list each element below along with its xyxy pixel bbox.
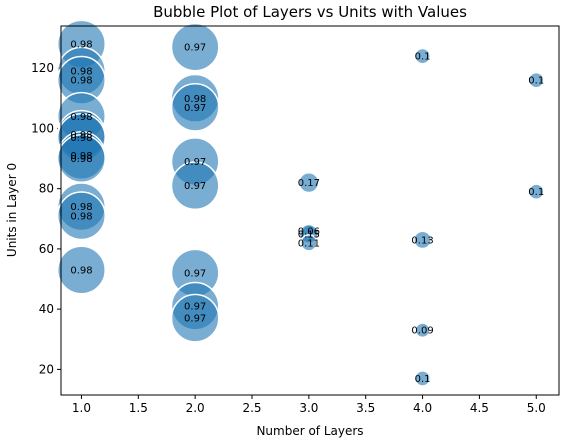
bubble [300, 234, 318, 252]
bubble-value-label: 0.98 [70, 67, 92, 78]
x-tick-label: 1.5 [129, 401, 148, 415]
bubble [170, 293, 220, 343]
bubble [413, 230, 432, 250]
plot-area-frame [60, 25, 560, 396]
bubble-value-label: 0.1 [528, 187, 544, 198]
x-axis-label: Number of Layers [256, 424, 363, 438]
bubble [527, 71, 545, 89]
bubbles [56, 19, 545, 387]
y-tick-label: 40 [39, 302, 54, 316]
bubble-value-label: 0.98 [70, 112, 92, 123]
x-tick-label: 4.0 [413, 401, 432, 415]
axis-ticks: 1.0 1.5 2.0 2.5 3.0 3.5 4.0 4.5 5.0 20 40 60 80 100 12… [31, 61, 546, 415]
bubble-value-label: 0.13 [411, 235, 433, 246]
y-tick-label: 120 [31, 61, 54, 75]
bubble [414, 322, 431, 339]
x-tick-label: 2.0 [186, 401, 205, 415]
bubble-value-label: 0.97 [184, 269, 206, 280]
y-tick-label: 100 [31, 121, 54, 135]
bubble-value-label: 0.98 [70, 76, 92, 87]
bubble-value-label: 0.98 [70, 265, 92, 276]
bubble-value-label: 0.98 [70, 202, 92, 213]
bubble-value-label: 0.97 [184, 314, 206, 325]
bubble-value-label: 0.1 [415, 374, 431, 385]
bubble [56, 245, 106, 295]
chart-title: Bubble Plot of Layers vs Units with Valu… [153, 3, 467, 21]
x-tick-label: 3.5 [356, 401, 375, 415]
x-tick-label: 3.0 [299, 401, 318, 415]
bubble [527, 183, 545, 201]
bubble [170, 22, 220, 72]
y-tick-label: 80 [39, 182, 54, 196]
bubble-value-label: 0.98 [70, 211, 92, 222]
bubble-value-label: 0.98 [70, 154, 92, 165]
bubble [56, 191, 106, 241]
bubble-value-label: 0.17 [298, 178, 320, 189]
bubble-value-label: 0.11 [298, 238, 320, 249]
bubble-value-label: 0.98 [70, 40, 92, 51]
bubble [298, 171, 320, 194]
x-tick-label: 1.0 [72, 401, 91, 415]
x-tick-label: 2.5 [242, 401, 261, 415]
y-tick-label: 60 [39, 242, 54, 256]
x-tick-label: 4.5 [470, 401, 489, 415]
bubble-value-label: 0.09 [411, 326, 433, 337]
bubble-value-label: 0.15 [298, 229, 320, 240]
bubble [170, 82, 220, 132]
bubble-value-label: 0.1 [528, 76, 544, 87]
bubble-value-label: 0.98 [70, 133, 92, 144]
bubble-value-label: 0.98 [184, 94, 206, 105]
bubble [170, 161, 220, 211]
x-tick-label: 5.0 [527, 401, 546, 415]
bubble-labels: 0.980.980.980.980.980.980.980.980.980.98… [70, 40, 544, 385]
y-tick-label: 20 [39, 362, 54, 376]
bubble-value-label: 0.06 [298, 226, 320, 237]
bubble-value-label: 0.97 [184, 43, 206, 54]
y-axis-label: Units in Layer 0 [5, 163, 19, 257]
bubble-value-label: 0.97 [184, 181, 206, 192]
bubble-value-label: 0.1 [415, 52, 431, 63]
bubble-value-label: 0.97 [184, 103, 206, 114]
bubble-value-label: 0.98 [70, 130, 92, 141]
bubble [414, 370, 431, 387]
bubble-value-label: 0.98 [70, 151, 92, 162]
bubble-value-label: 0.97 [184, 157, 206, 168]
bubble [414, 47, 431, 65]
bubble-value-label: 0.97 [184, 302, 206, 313]
